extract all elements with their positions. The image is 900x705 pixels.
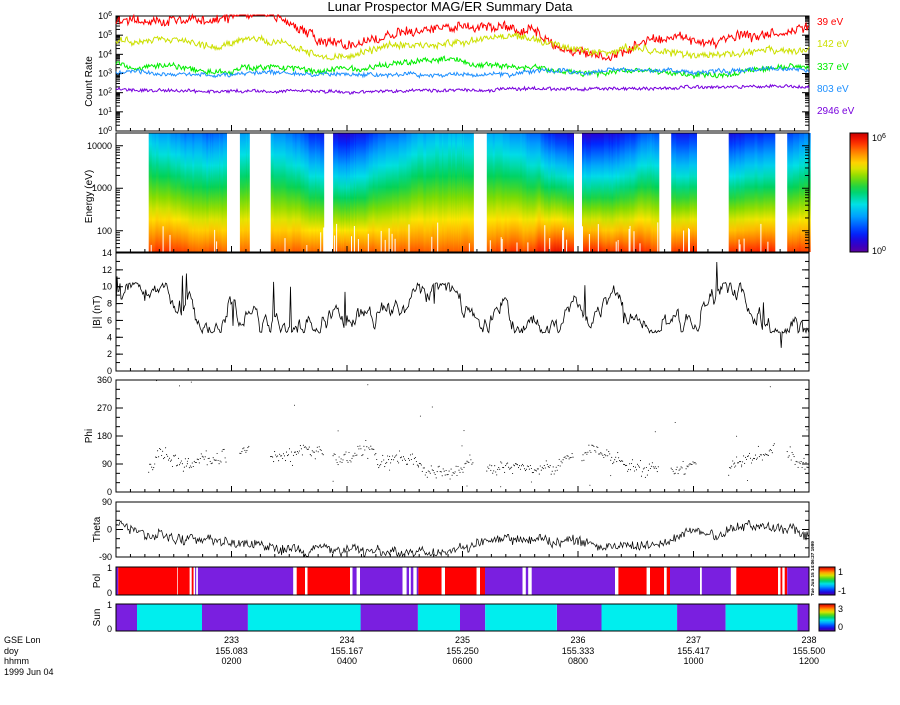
svg-text:142 eV: 142 eV bbox=[817, 39, 849, 50]
svg-text:Lunar Prospector MAG/ER Summar: Lunar Prospector MAG/ER Summary Data bbox=[328, 0, 574, 14]
svg-text:0400: 0400 bbox=[337, 656, 357, 666]
svg-text:155.500: 155.500 bbox=[793, 646, 826, 656]
svg-text:233: 233 bbox=[224, 635, 239, 645]
svg-text:803 eV: 803 eV bbox=[817, 84, 849, 95]
svg-text:0: 0 bbox=[107, 588, 112, 598]
svg-text:Phi: Phi bbox=[84, 429, 95, 443]
svg-text:90: 90 bbox=[102, 497, 112, 507]
svg-text:0800: 0800 bbox=[568, 656, 588, 666]
svg-text:0: 0 bbox=[107, 487, 112, 497]
svg-text:0: 0 bbox=[838, 622, 843, 632]
svg-text:237: 237 bbox=[686, 635, 701, 645]
svg-text:155.250: 155.250 bbox=[446, 646, 479, 656]
svg-text:155.167: 155.167 bbox=[331, 646, 364, 656]
svg-text:2: 2 bbox=[107, 349, 112, 359]
svg-text:2946 eV: 2946 eV bbox=[817, 106, 855, 117]
svg-text:0600: 0600 bbox=[452, 656, 472, 666]
svg-text:Theta: Theta bbox=[92, 516, 103, 542]
svg-text:1200: 1200 bbox=[799, 656, 819, 666]
svg-text:1: 1 bbox=[838, 567, 843, 577]
svg-text:238: 238 bbox=[801, 635, 816, 645]
svg-text:1: 1 bbox=[107, 600, 112, 610]
svg-text:180: 180 bbox=[97, 431, 112, 441]
svg-text:Count Rate: Count Rate bbox=[84, 56, 95, 107]
svg-text:3: 3 bbox=[838, 604, 843, 614]
svg-text:|B| (nT): |B| (nT) bbox=[92, 296, 103, 329]
svg-text:Sun: Sun bbox=[92, 609, 103, 627]
svg-text:39 eV: 39 eV bbox=[817, 17, 843, 28]
svg-text:4: 4 bbox=[107, 332, 112, 342]
svg-text:1000: 1000 bbox=[683, 656, 703, 666]
svg-text:100: 100 bbox=[97, 226, 112, 236]
svg-text:Pol: Pol bbox=[92, 574, 103, 588]
svg-text:360: 360 bbox=[97, 375, 112, 385]
svg-text:12: 12 bbox=[102, 265, 112, 275]
svg-text:-1: -1 bbox=[838, 586, 846, 596]
svg-text:Energy (eV): Energy (eV) bbox=[84, 170, 95, 223]
svg-text:235: 235 bbox=[455, 635, 470, 645]
svg-text:236: 236 bbox=[570, 635, 585, 645]
svg-text:234: 234 bbox=[339, 635, 354, 645]
svg-text:0: 0 bbox=[107, 525, 112, 535]
svg-text:10: 10 bbox=[102, 282, 112, 292]
svg-text:0: 0 bbox=[107, 624, 112, 634]
svg-text:6: 6 bbox=[107, 315, 112, 325]
svg-text:0200: 0200 bbox=[221, 656, 241, 666]
svg-text:270: 270 bbox=[97, 403, 112, 413]
svg-text:Tue Jun 15 14:06:27 1999: Tue Jun 15 14:06:27 1999 bbox=[810, 541, 815, 596]
svg-text:8: 8 bbox=[107, 299, 112, 309]
svg-text:-90: -90 bbox=[99, 552, 112, 562]
svg-text:GSE Lon: GSE Lon bbox=[4, 635, 41, 645]
svg-text:155.333: 155.333 bbox=[562, 646, 595, 656]
svg-text:155.417: 155.417 bbox=[677, 646, 710, 656]
svg-text:doy: doy bbox=[4, 646, 19, 656]
svg-text:1999 Jun 04: 1999 Jun 04 bbox=[4, 667, 54, 677]
svg-text:hhmm: hhmm bbox=[4, 656, 29, 666]
svg-text:14: 14 bbox=[102, 248, 112, 258]
svg-text:155.083: 155.083 bbox=[215, 646, 248, 656]
svg-text:337 eV: 337 eV bbox=[817, 62, 849, 73]
svg-text:1: 1 bbox=[107, 563, 112, 573]
svg-text:10000: 10000 bbox=[87, 141, 112, 151]
svg-text:90: 90 bbox=[102, 459, 112, 469]
